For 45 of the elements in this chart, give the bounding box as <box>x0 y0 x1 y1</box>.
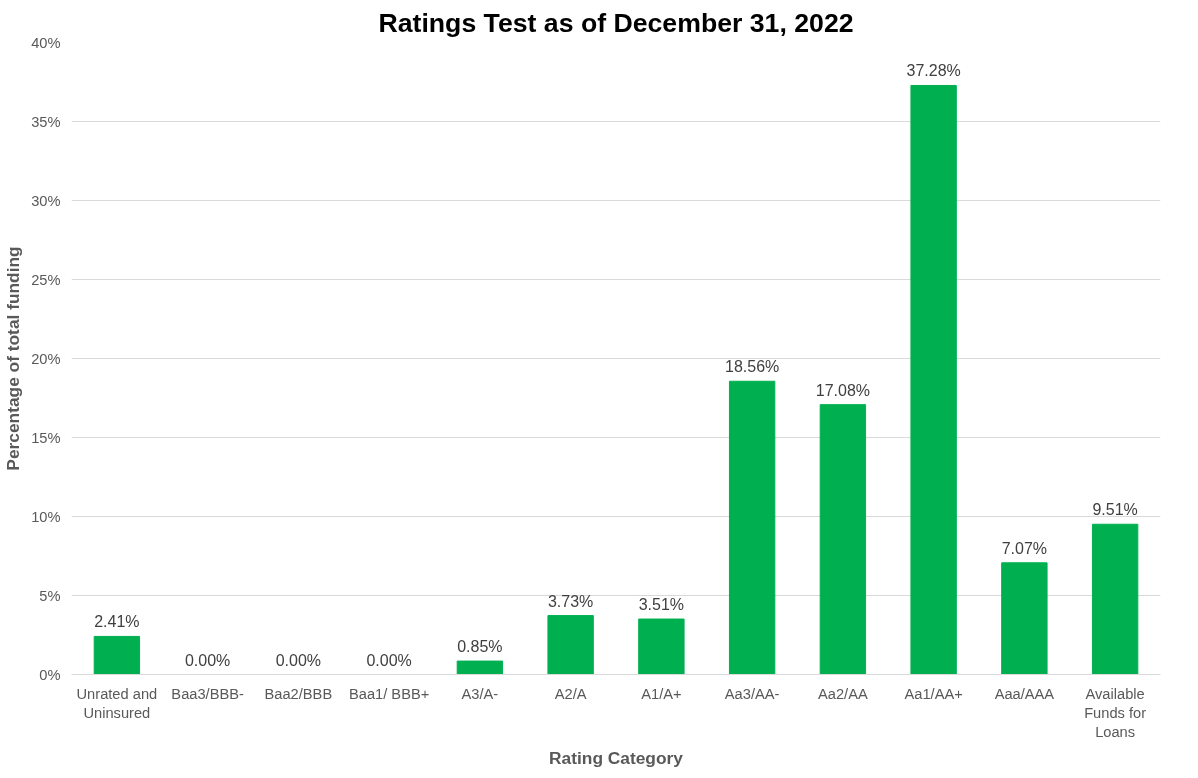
x-tick-label: A2/A <box>554 685 587 702</box>
y-tick-label: 25% <box>31 271 61 288</box>
data-label: 9.51% <box>1092 501 1138 519</box>
y-axis-title: Percentage of total funding <box>3 246 24 471</box>
bar <box>1091 523 1139 675</box>
chart-title: Ratings Test as of December 31, 2022 <box>378 7 854 38</box>
bar <box>1001 562 1048 675</box>
bar <box>910 84 957 675</box>
data-label: 37.28% <box>906 62 961 80</box>
x-tick-label: Aaa/AAA <box>994 685 1055 702</box>
x-tick-label: A3/A- <box>461 685 499 702</box>
data-label: 0.00% <box>366 651 412 669</box>
data-label: 17.08% <box>815 381 871 399</box>
x-tick-label: Aa2/AA <box>818 685 868 702</box>
data-label: 7.07% <box>1001 539 1048 557</box>
data-label: 3.73% <box>547 592 594 610</box>
x-tick-label: Baa3/BBB- <box>171 685 244 702</box>
data-label: 2.41% <box>94 613 140 631</box>
x-tick-label: Aa1/AA+ <box>904 685 963 702</box>
x-tick-label: A1/A+ <box>641 685 682 702</box>
x-tick-label: Baa1/ BBB+ <box>349 685 430 702</box>
y-tick-label: 20% <box>31 350 61 367</box>
data-label: 18.56% <box>724 358 780 376</box>
x-axis-title: Rating Category <box>549 747 684 768</box>
bar <box>456 660 504 675</box>
bar <box>93 635 141 675</box>
y-tick-label: 35% <box>31 113 61 130</box>
data-label: 3.51% <box>638 596 685 614</box>
y-tick-label: 30% <box>31 192 61 209</box>
bar <box>728 380 776 675</box>
bar <box>638 618 685 675</box>
bar <box>819 404 867 675</box>
data-label: 0.00% <box>184 651 231 669</box>
y-tick-label: 10% <box>31 508 61 525</box>
data-label: 0.00% <box>275 651 322 669</box>
x-tick-label: Unrated and Uninsured <box>76 685 158 721</box>
bar <box>547 615 594 675</box>
y-tick-label: 5% <box>39 587 61 604</box>
data-label: 0.85% <box>457 638 503 656</box>
x-tick-label: Available Funds for Loans <box>1084 685 1147 740</box>
y-tick-label: 15% <box>31 429 61 446</box>
y-tick-label: 40% <box>31 34 61 51</box>
x-tick-label: Baa2/BBB <box>264 685 333 702</box>
x-tick-label: Aa3/AA- <box>724 685 780 702</box>
y-tick-label: 0% <box>39 666 61 683</box>
